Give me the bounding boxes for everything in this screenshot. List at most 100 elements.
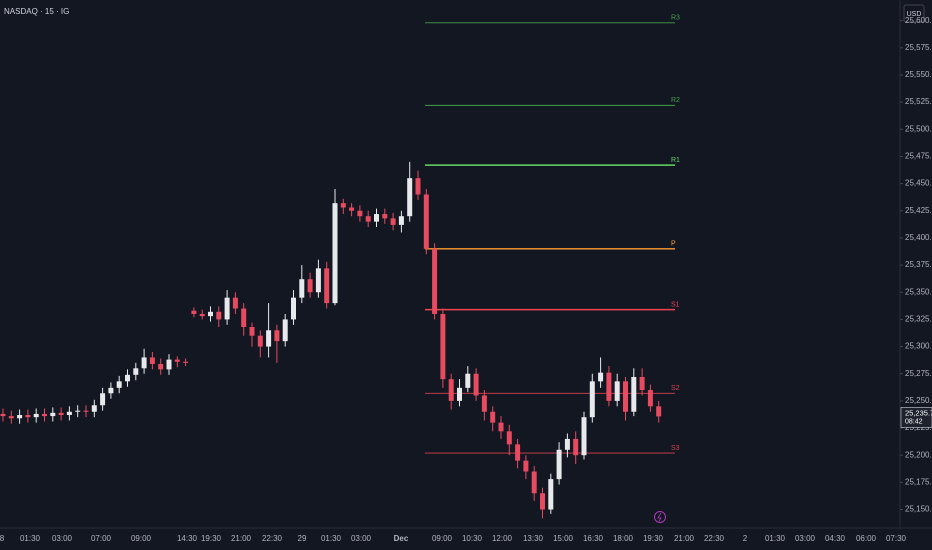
candle-body [166, 359, 172, 370]
symbol-title: NASDAQ · 15 · IG [4, 7, 69, 16]
candle-body [490, 411, 496, 423]
x-tick-label: 07:00 [91, 534, 112, 543]
candle-body [647, 390, 653, 407]
y-tick-label: 25,575.0 [905, 43, 932, 52]
currency-button[interactable] [903, 4, 925, 23]
candle-body [66, 411, 72, 416]
candle-body [573, 438, 579, 456]
pivot-label: R3 [671, 15, 680, 22]
candle-body [91, 405, 97, 412]
candle-body [216, 311, 222, 320]
candle-body [374, 214, 379, 222]
x-tick-label: 19:30 [201, 534, 222, 543]
currency-label[interactable]: USD [907, 11, 922, 18]
candle-body [564, 438, 570, 450]
y-tick-label: 25,450.0 [905, 179, 932, 188]
candle-body [224, 297, 230, 320]
candle-body [116, 381, 122, 388]
y-tick-label: 25,150.0 [905, 505, 932, 514]
pivot-label: S1 [671, 301, 680, 308]
x-tick-label: 16:30 [583, 534, 604, 543]
candle-body [506, 431, 512, 445]
candle-body [448, 379, 454, 401]
y-tick-label: 25,175.0 [905, 477, 932, 486]
candle-body [33, 413, 39, 418]
candle-body [17, 415, 23, 419]
y-tick-label: 25,425.0 [905, 206, 932, 215]
x-tick-label: 13:30 [523, 534, 544, 543]
candle-body [291, 297, 296, 320]
y-tick-label: 25,275.0 [905, 369, 932, 378]
candle-body [133, 368, 139, 375]
x-tick-label: 8 [0, 534, 5, 543]
candle-body [149, 357, 155, 364]
y-tick-label: 25,375.0 [905, 260, 932, 269]
x-tick-label: 04:30 [825, 534, 846, 543]
candle-body [382, 214, 388, 219]
candle-body [498, 422, 504, 432]
candle-body [141, 357, 147, 369]
candle-body [523, 460, 529, 472]
x-tick-label: 29 [298, 534, 307, 543]
candle-body [623, 381, 628, 412]
candle-body [125, 374, 130, 382]
x-tick-label: 22:30 [704, 534, 725, 543]
x-tick-label: Dec [394, 534, 409, 543]
pivot-label: R1 [671, 157, 680, 164]
x-tick-label: 03:00 [52, 534, 73, 543]
x-tick-label: 01:30 [321, 534, 342, 543]
candle-body [598, 372, 604, 382]
candle-body [174, 359, 180, 362]
candle-body [249, 327, 255, 336]
event-icon-bolt [657, 512, 662, 522]
candle-body [324, 268, 330, 304]
countdown-label: 08:42 [905, 418, 923, 425]
x-tick-label: 21:00 [674, 534, 695, 543]
last-price-tag [900, 407, 932, 428]
candle-body [349, 207, 355, 211]
candle-body [639, 376, 645, 391]
candle-body [42, 413, 47, 417]
x-tick-label: 09:00 [432, 534, 453, 543]
candle-body [25, 415, 31, 418]
candle-body [274, 330, 280, 342]
candle-body [614, 381, 620, 401]
candle-body [357, 210, 363, 217]
y-tick-label: 25,250.0 [905, 396, 932, 405]
candle-body [656, 406, 662, 417]
event-icon[interactable] [654, 511, 666, 523]
candle-body [481, 395, 487, 412]
candle-body [50, 412, 56, 417]
pivot-label: P [671, 241, 676, 248]
candle-body [8, 416, 14, 419]
x-tick-label: 10:30 [462, 534, 483, 543]
pivot-label: S2 [671, 385, 680, 392]
candle-body [307, 279, 313, 293]
candle-body [199, 313, 205, 317]
last-price-label: 25,235.7 [905, 408, 932, 417]
candle-body [465, 373, 471, 388]
y-tick-label: 25,500.0 [905, 124, 932, 133]
x-tick-label: 03:00 [795, 534, 816, 543]
candle-body [232, 297, 238, 309]
x-tick-label: 01:30 [765, 534, 786, 543]
candle-body [548, 479, 554, 510]
candle-body [606, 372, 612, 401]
x-tick-label: 12:00 [492, 534, 513, 543]
x-tick-label: 01:30 [20, 534, 41, 543]
candle-body [440, 313, 446, 380]
candle-body [457, 387, 462, 401]
candle-body [407, 178, 413, 217]
candle-body [423, 194, 429, 249]
candle-body [589, 381, 595, 418]
candle-body [257, 335, 263, 347]
candle-body [75, 410, 81, 412]
candle-body [390, 218, 396, 225]
y-tick-label: 25,600.0 [905, 16, 932, 25]
x-tick-label: 06:00 [856, 534, 877, 543]
y-tick-label: 25,325.0 [905, 315, 932, 324]
candle-body [432, 248, 438, 314]
candle-body [540, 493, 545, 510]
candle-body [191, 310, 197, 314]
